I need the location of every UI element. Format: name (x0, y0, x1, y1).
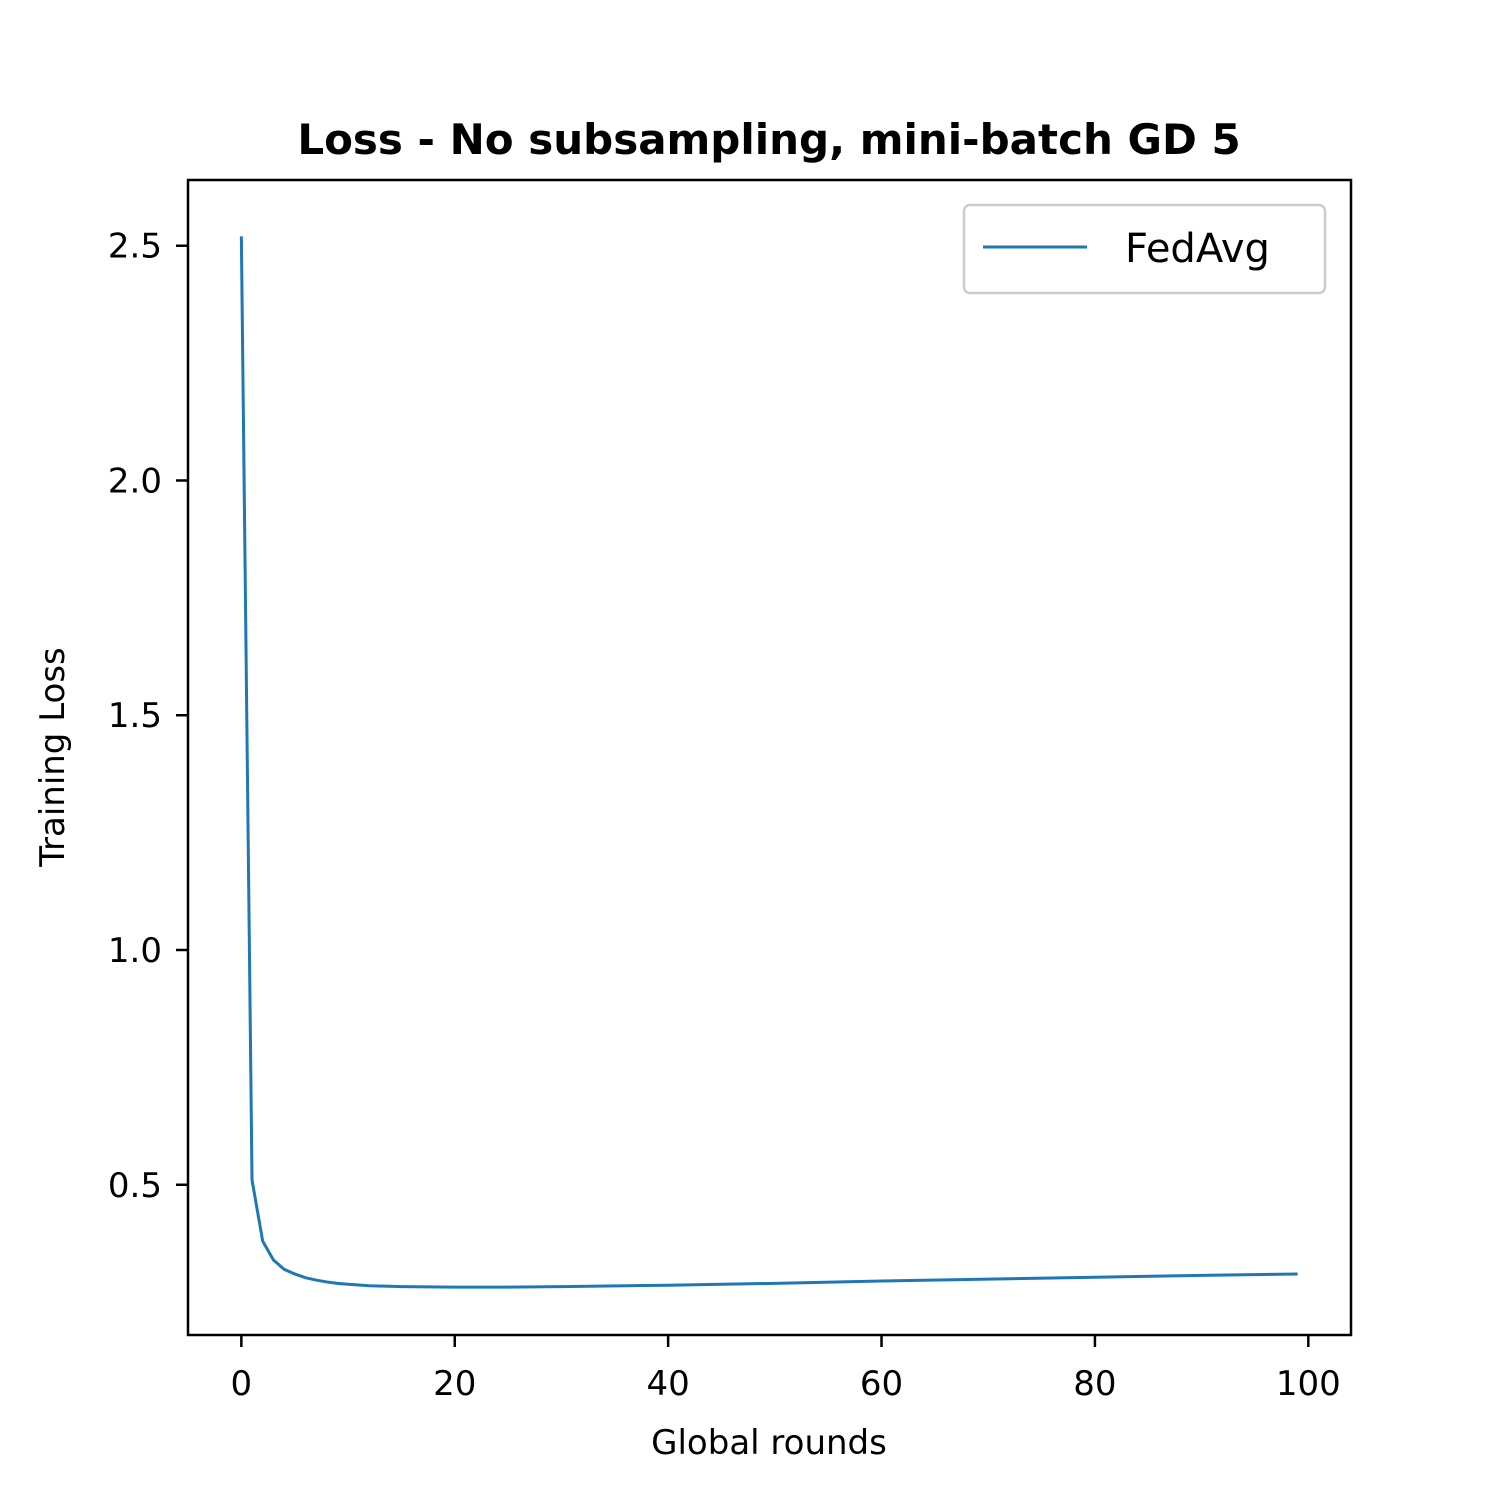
chart-title: Loss - No subsampling, mini-batch GD 5 (297, 115, 1240, 164)
x-tick-label: 80 (1073, 1364, 1116, 1404)
series-line-fedavg (239, 236, 1298, 1289)
x-axis-title: Global rounds (651, 1423, 887, 1463)
y-tick-label: 0.5 (108, 1166, 162, 1206)
y-tick-label: 2.0 (108, 461, 162, 501)
y-tick-label: 1.0 (108, 931, 162, 971)
x-tick-label: 20 (433, 1364, 476, 1404)
y-tick-label: 1.5 (108, 696, 162, 736)
legend-label-fedavg: FedAvg (1125, 226, 1270, 272)
x-tick-label: 0 (231, 1364, 253, 1404)
x-tick-label: 40 (647, 1364, 690, 1404)
x-tick-label: 100 (1276, 1364, 1341, 1404)
legend: FedAvg (962, 203, 1327, 295)
x-axis-ticks: 0 20 40 60 80 100 (231, 1335, 1341, 1404)
legend-box (962, 203, 1327, 295)
y-axis-ticks: 0.5 1.0 1.5 2.0 2.5 (108, 227, 188, 1206)
series-layer (239, 236, 1298, 1289)
x-tick-label: 60 (860, 1364, 903, 1404)
y-tick-label: 2.5 (108, 227, 162, 267)
y-axis-title: Training Loss (33, 647, 73, 868)
plot-area-frame (186, 178, 1353, 1337)
